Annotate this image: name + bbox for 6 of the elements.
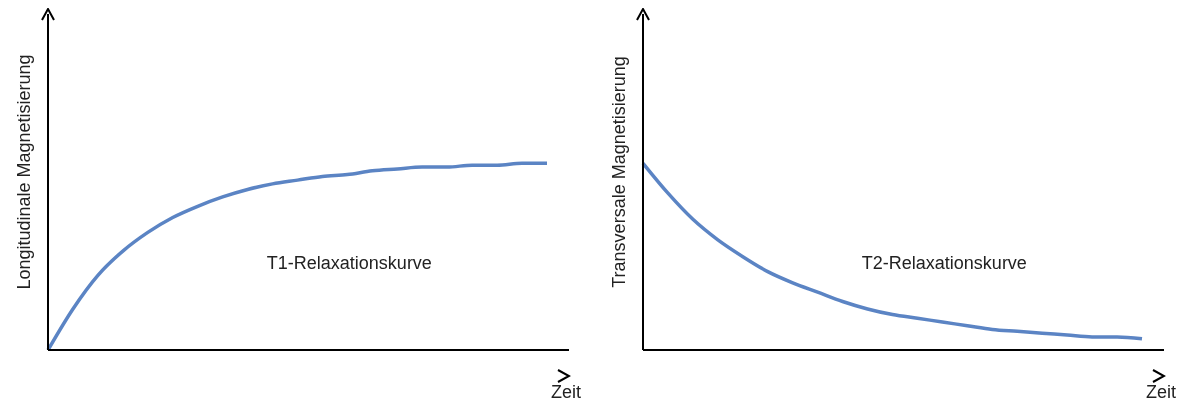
annotation: T2-Relaxationskurve <box>861 252 1027 274</box>
y-axis-title: Transversale Magnetisierung <box>609 56 630 288</box>
x-axis-title: Zeit <box>550 382 581 402</box>
annotation: T1-Relaxationskurve <box>266 252 432 274</box>
x-axis-title: Zeit <box>1145 382 1176 402</box>
y-axis-title: Longitudinale Magnetisierung <box>14 54 35 290</box>
